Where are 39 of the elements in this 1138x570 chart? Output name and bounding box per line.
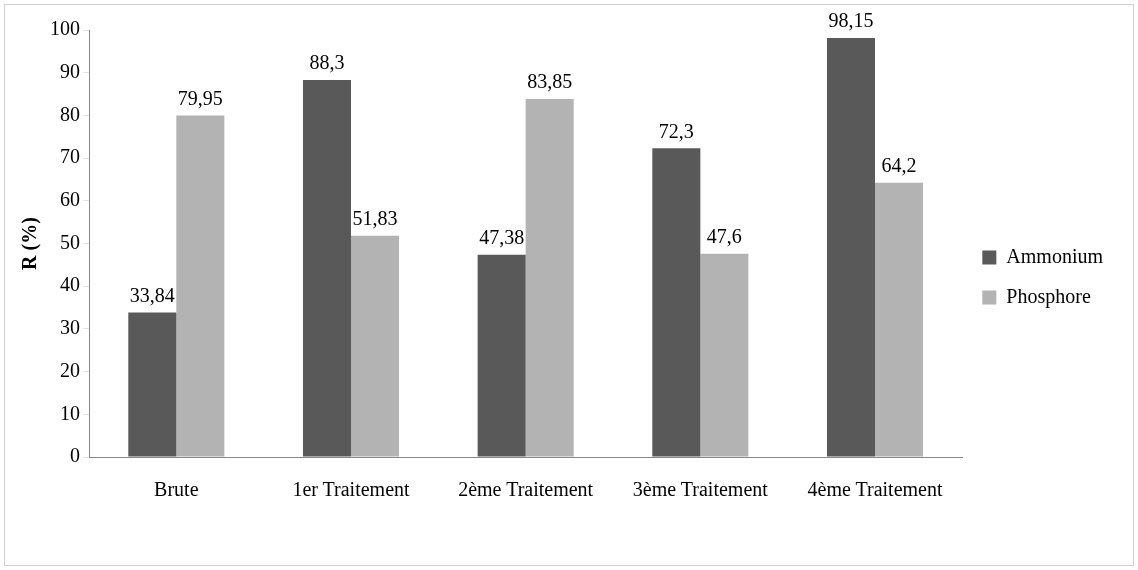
data-label: 51,83 (352, 206, 398, 229)
data-label: 64,2 (881, 154, 917, 177)
x-tick-label: 1er Traitement (292, 478, 411, 501)
bar (477, 254, 526, 457)
legend-label: Phosphore (1006, 284, 1091, 308)
y-tick-label: 10 (60, 401, 80, 424)
bar (351, 235, 400, 457)
bar (176, 115, 225, 457)
data-label: 47,38 (479, 225, 525, 248)
y-tick-label: 0 (70, 444, 80, 467)
data-label: 98,15 (828, 9, 874, 32)
bar (128, 312, 177, 457)
y-tick-label: 90 (60, 59, 80, 82)
x-tick-label: 4ème Traitement (807, 478, 943, 501)
data-label: 88,3 (309, 51, 345, 74)
data-label: 72,3 (658, 119, 694, 142)
bar (875, 182, 924, 457)
data-label: 83,85 (527, 70, 573, 93)
x-tick-label: 3ème Traitement (632, 478, 769, 501)
bar (700, 253, 749, 457)
data-label: 79,95 (177, 86, 223, 109)
bar (652, 148, 701, 457)
y-tick-label: 50 (60, 230, 80, 253)
y-tick-label: 40 (60, 273, 80, 296)
legend-label: Ammonium (1006, 244, 1104, 267)
y-tick-label: 30 (60, 316, 80, 339)
bar (826, 37, 875, 457)
bar (302, 79, 351, 457)
y-tick-label: 100 (50, 17, 80, 40)
y-tick-label: 70 (60, 145, 80, 168)
y-axis-title: R (%) (18, 217, 42, 270)
y-tick-label: 60 (60, 188, 80, 211)
y-tick-label: 80 (60, 102, 80, 125)
data-label: 33,84 (129, 283, 175, 306)
bar (525, 98, 574, 457)
data-label: 47,6 (706, 225, 742, 247)
x-tick-label: Brute (154, 478, 199, 501)
x-tick-label: 2ème Traitement (458, 478, 594, 501)
y-tick-label: 20 (60, 358, 80, 381)
